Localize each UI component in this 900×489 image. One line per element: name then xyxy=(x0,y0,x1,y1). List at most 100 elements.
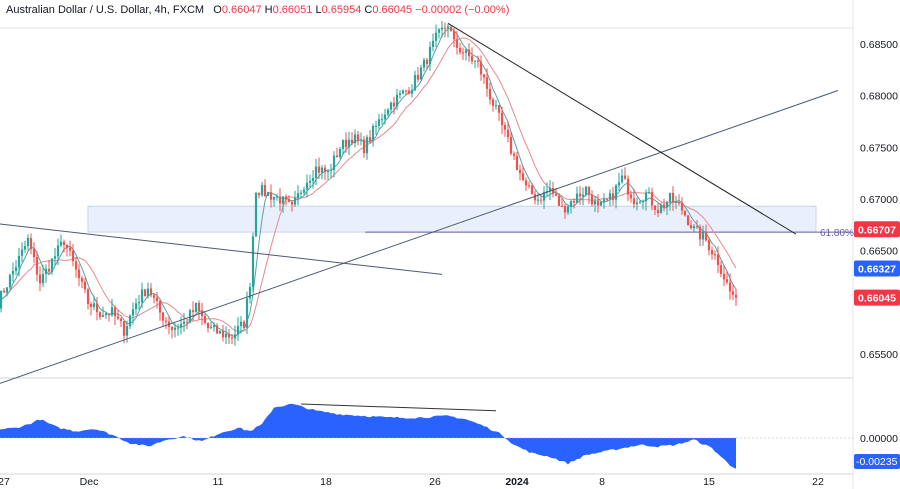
candle-down xyxy=(407,90,411,94)
divergence-line xyxy=(300,403,497,412)
candle-up xyxy=(14,267,18,271)
candle-down xyxy=(662,204,666,208)
price-tick-label: 0.67000 xyxy=(860,194,898,206)
price-tag-box xyxy=(854,221,900,238)
candle-up xyxy=(602,199,606,202)
low-label: L xyxy=(315,4,322,16)
candle-up xyxy=(641,201,645,203)
candle-up xyxy=(23,246,27,250)
candle-up xyxy=(56,245,60,257)
candle-up xyxy=(302,189,306,193)
candle-down xyxy=(500,112,504,126)
candle-down xyxy=(515,155,519,170)
candle-down xyxy=(719,265,723,274)
candle-down xyxy=(335,155,339,158)
candle-down xyxy=(482,74,486,78)
candle-up xyxy=(11,270,15,275)
candle-down xyxy=(86,289,90,304)
candle-down xyxy=(158,300,162,313)
candle-down xyxy=(149,288,153,296)
candle-up xyxy=(419,67,423,80)
candle-down xyxy=(344,139,348,147)
candle-down xyxy=(539,199,543,201)
candle-up xyxy=(701,232,705,240)
candle-down xyxy=(284,196,288,200)
price-tick-label: 0.68000 xyxy=(860,91,898,103)
candle-down xyxy=(653,205,657,211)
price-tag-label: 0.66707 xyxy=(858,224,896,236)
candle-up xyxy=(614,185,618,200)
candle-down xyxy=(242,321,246,328)
candle-down xyxy=(185,321,189,323)
candle-down xyxy=(356,134,360,141)
candle-down xyxy=(563,206,567,213)
candle-up xyxy=(383,114,387,120)
candle-down xyxy=(95,303,99,313)
symbol-legend[interactable]: Australian Dollar / U.S. Dollar, 4h, FXC… xyxy=(6,4,509,16)
candle-up xyxy=(59,241,63,246)
support-trendline xyxy=(0,90,839,384)
candle-down xyxy=(404,90,408,92)
candle-up xyxy=(365,137,369,154)
candle-down xyxy=(476,60,480,62)
candle-up xyxy=(338,148,342,158)
candle-up xyxy=(545,190,549,192)
candle-up xyxy=(140,289,144,303)
candle-down xyxy=(512,153,516,156)
candle-up xyxy=(359,139,363,141)
candle-up xyxy=(494,105,498,107)
candle-down xyxy=(506,129,510,137)
candle-down xyxy=(596,200,600,206)
candle-down xyxy=(461,52,465,54)
oscillator-tag-box xyxy=(854,454,900,469)
candle-up xyxy=(692,226,696,229)
candle-down xyxy=(497,105,501,113)
candle-down xyxy=(206,322,210,329)
candle-down xyxy=(449,26,453,31)
candle-up xyxy=(380,119,384,121)
candle-down xyxy=(710,250,714,255)
candle-down xyxy=(200,310,204,317)
candle-down xyxy=(107,313,111,316)
candle-up xyxy=(674,202,678,204)
candle-up xyxy=(179,323,183,328)
candle-up xyxy=(188,310,192,323)
candle-up xyxy=(101,315,105,317)
change-value: −0.00002 (−0.00%) xyxy=(415,4,510,16)
candle-down xyxy=(689,225,693,229)
candle-down xyxy=(524,180,528,186)
candle-down xyxy=(698,226,702,240)
candle-up xyxy=(431,40,435,47)
candle-down xyxy=(671,192,675,203)
candle-up xyxy=(134,303,138,310)
candle-down xyxy=(488,88,492,100)
candle-down xyxy=(629,194,633,199)
candle-down xyxy=(458,47,462,53)
candle-up xyxy=(209,327,213,329)
candle-up xyxy=(50,258,54,272)
candle-up xyxy=(548,187,552,191)
candle-up xyxy=(434,32,438,41)
candle-down xyxy=(716,254,720,266)
candle-up xyxy=(617,182,621,186)
candle-down xyxy=(611,193,615,200)
candle-down xyxy=(632,198,636,205)
candle-down xyxy=(554,193,558,196)
candle-up xyxy=(314,166,318,179)
candle-up xyxy=(536,199,540,201)
candle-up xyxy=(0,290,3,309)
candle-up xyxy=(293,197,297,205)
candle-down xyxy=(683,210,687,216)
candle-up xyxy=(176,327,180,329)
candle-down xyxy=(578,193,582,197)
candle-down xyxy=(452,30,456,40)
candle-down xyxy=(71,250,75,262)
candle-up xyxy=(332,155,336,170)
candle-down xyxy=(368,137,372,141)
candle-down xyxy=(443,27,447,29)
candle-up xyxy=(437,29,441,33)
candle-down xyxy=(68,247,72,251)
candle-down xyxy=(287,199,291,202)
candle-down xyxy=(98,312,102,317)
